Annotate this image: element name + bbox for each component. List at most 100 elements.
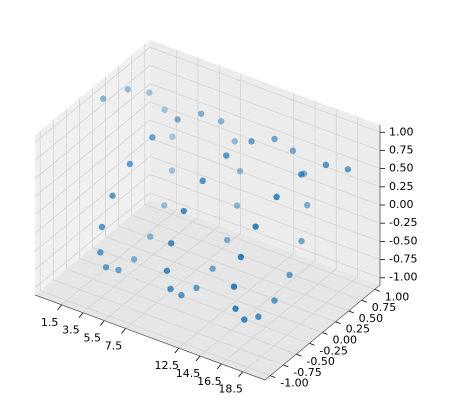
scatter-point xyxy=(252,223,259,230)
x-tick-label: 16.5 xyxy=(197,375,222,388)
tick-mark xyxy=(270,375,276,379)
y-tick-label: 0.25 xyxy=(346,323,371,336)
scatter-point xyxy=(161,202,168,209)
tick-mark xyxy=(78,312,84,318)
z-tick-label: 0.75 xyxy=(389,143,414,156)
tick-mark xyxy=(238,371,243,377)
scatter-point xyxy=(115,266,122,274)
scatter-point xyxy=(180,207,188,215)
grid-line xyxy=(149,119,381,206)
scatter-point xyxy=(286,271,293,279)
grid-line xyxy=(34,192,151,289)
scatter-point xyxy=(248,138,255,145)
tick-mark xyxy=(309,342,315,346)
tick-mark xyxy=(283,364,289,368)
tick-mark xyxy=(99,320,105,326)
tick-mark xyxy=(361,299,367,303)
grid-line xyxy=(66,268,297,355)
grid-line xyxy=(149,46,381,133)
grid-line xyxy=(34,156,151,252)
grid-line xyxy=(34,65,151,161)
scatter-point xyxy=(167,285,174,293)
z-tick-label: 1.00 xyxy=(389,125,414,138)
grid-line xyxy=(40,290,271,377)
tick-mark xyxy=(296,353,302,357)
y-axis-line xyxy=(264,284,381,381)
grid-line xyxy=(131,214,362,301)
scatter-point xyxy=(146,89,153,96)
tick-mark xyxy=(195,355,201,362)
grid-line xyxy=(144,203,375,290)
y-tick-label: -0.25 xyxy=(319,344,347,357)
x-tick-label: 18.5 xyxy=(218,383,243,396)
grid-line xyxy=(92,247,323,333)
y-tick-label: -0.75 xyxy=(293,366,321,379)
scatter-point xyxy=(102,264,110,271)
scatter-point xyxy=(109,192,116,199)
scatter-point xyxy=(232,305,239,312)
scatter-point xyxy=(289,147,297,154)
scatter-point xyxy=(130,256,138,263)
x-tick-label: 12.5 xyxy=(155,359,180,372)
grid-line xyxy=(34,119,151,216)
grid-line xyxy=(149,192,381,279)
z-tick-label: 0.50 xyxy=(389,162,414,175)
grid-line xyxy=(149,101,381,188)
scatter-point xyxy=(237,253,245,261)
scatter-point xyxy=(230,283,238,290)
grid-line xyxy=(105,236,336,323)
x-tick-label: 3.5 xyxy=(62,324,80,337)
grid-line xyxy=(34,137,151,234)
scatter-point xyxy=(197,110,205,117)
z-tick-label: -0.75 xyxy=(389,253,417,266)
scatter-point xyxy=(298,237,305,245)
scatter-point xyxy=(174,116,181,123)
scatter-point xyxy=(322,161,330,169)
scatter-point xyxy=(99,95,107,102)
grid-line xyxy=(34,46,151,143)
scatter-point xyxy=(163,267,171,274)
scatter-point xyxy=(147,233,154,240)
grid-line xyxy=(34,101,151,198)
scatter-point xyxy=(178,291,185,299)
scatter-point xyxy=(241,316,248,323)
y-tick-label: -1.00 xyxy=(280,377,308,390)
scatter-point xyxy=(236,167,244,175)
scatter-point xyxy=(193,284,200,292)
scatter-point xyxy=(273,193,280,201)
scatter-point xyxy=(149,134,156,141)
tick-mark xyxy=(121,328,126,334)
x-axis-line xyxy=(34,294,266,381)
tick-mark xyxy=(57,304,62,311)
x-tick-label: 7.5 xyxy=(105,339,123,352)
scatter-point xyxy=(217,118,225,125)
tick-mark xyxy=(322,332,328,335)
x-tick-label: 5.5 xyxy=(83,332,101,345)
grid-line xyxy=(149,174,381,260)
grid-line xyxy=(149,137,381,224)
z-tick-label: -1.00 xyxy=(389,271,417,284)
tick-mark xyxy=(374,288,380,292)
scatter-point xyxy=(271,297,278,304)
grid-line xyxy=(34,174,151,270)
tick-mark xyxy=(217,363,222,370)
z-tick-label: 0.25 xyxy=(389,180,414,193)
scatter-point xyxy=(223,152,230,159)
scatter-point xyxy=(303,201,311,209)
y-tick-label: 0.50 xyxy=(359,312,384,325)
x-tick-label: 1.5 xyxy=(41,316,59,329)
scatter-point xyxy=(97,249,104,256)
tick-mark xyxy=(174,347,180,354)
scatter-point xyxy=(167,240,175,247)
scatter-point xyxy=(199,177,206,185)
scatter-point xyxy=(231,138,238,145)
scatter-point xyxy=(161,106,168,114)
z-tick-label: 0.00 xyxy=(389,198,414,211)
grid-line xyxy=(149,65,381,151)
scatter-point xyxy=(126,160,134,168)
y-tick-label: 0.75 xyxy=(372,301,397,314)
scatter-point xyxy=(271,135,278,143)
grid-line xyxy=(34,83,151,179)
scatter-point xyxy=(168,167,176,174)
